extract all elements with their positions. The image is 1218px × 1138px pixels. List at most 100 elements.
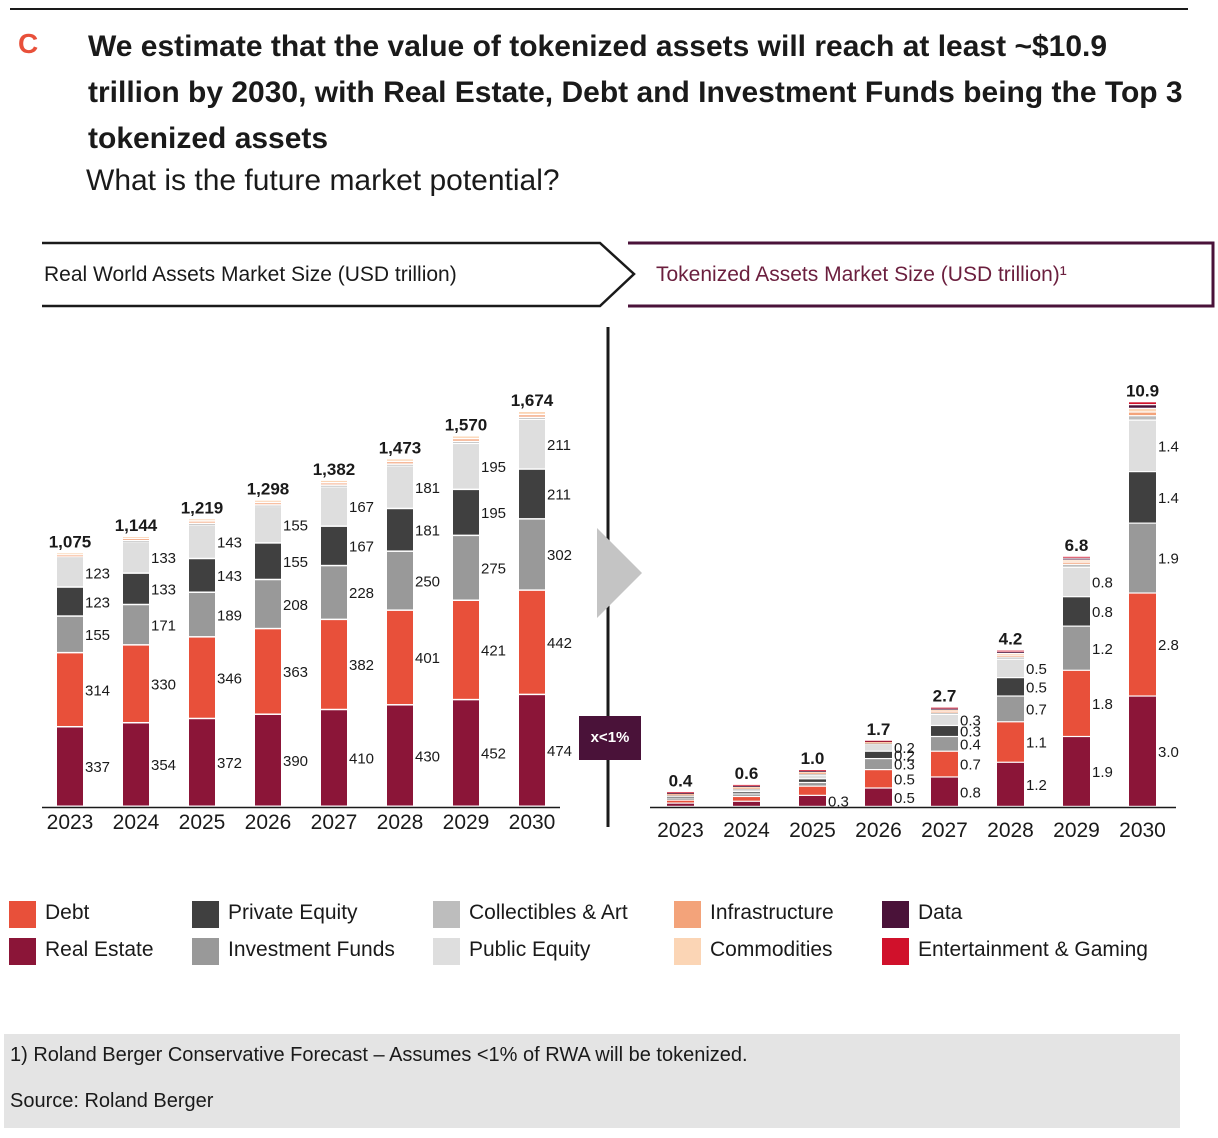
legend-swatch-private-equity [192, 901, 219, 928]
bar-segment-public-equity [519, 420, 545, 469]
bar-segment-public-equity [123, 542, 149, 573]
data-label: 1.1 [1026, 735, 1047, 752]
bar-segment-entertainment-gaming [931, 707, 958, 709]
bar-segment-collectibles-art [123, 541, 149, 543]
bar-segment-public-equity [667, 795, 694, 797]
bar-segment-private-equity [453, 490, 479, 535]
total-label: 10.9 [1126, 381, 1159, 400]
bar-segment-debt [1063, 670, 1090, 736]
bar-segment-commodities [519, 412, 545, 414]
data-label: 337 [85, 759, 110, 776]
bar-segment-investment-funds [667, 798, 694, 800]
total-label: 1,674 [511, 391, 554, 410]
bar-segment-commodities [931, 710, 958, 712]
total-label: 1,075 [49, 532, 92, 551]
x-tick-label: 2027 [921, 819, 968, 842]
bar-segment-investment-funds [387, 551, 413, 610]
legend-label-collectibles-art: Collectibles & Art [469, 901, 628, 924]
bar-segment-public-equity [321, 487, 347, 526]
data-label: 0.5 [1026, 661, 1047, 678]
bar-segment-public-equity [997, 659, 1024, 678]
data-label: 302 [547, 547, 572, 564]
tokenized-bar-chart: 0.420230.620240.31.020250.50.50.30.20.21… [650, 381, 1179, 842]
data-label: 0.2 [894, 747, 915, 764]
data-label: 0.3 [960, 724, 981, 741]
bar-segment-collectibles-art [1129, 416, 1156, 420]
data-label: 133 [151, 582, 176, 599]
bar-segment-infrastructure [865, 742, 892, 744]
bar-segment-private-equity [123, 573, 149, 604]
legend-swatch-real-estate [9, 938, 36, 965]
source-text: Source: Roland Berger [10, 1090, 214, 1112]
bar-segment-entertainment-gaming [1063, 556, 1090, 558]
bar-segment-real-estate [1129, 696, 1156, 806]
data-label: 1.2 [1092, 641, 1113, 658]
bar-segment-commodities [189, 519, 215, 521]
bar-segment-commodities [57, 553, 83, 555]
bar-segment-data [1063, 558, 1090, 560]
data-label: 0.8 [960, 784, 981, 801]
bar-segment-private-equity [519, 469, 545, 519]
rwa-banner-arrow [42, 241, 636, 308]
data-label: 3.0 [1158, 744, 1179, 761]
total-label: 1,570 [445, 416, 488, 435]
bar-segment-debt [255, 629, 281, 714]
data-label: 452 [481, 746, 506, 763]
bar-segment-collectibles-art [453, 442, 479, 444]
legend-label-commodities: Commodities [710, 938, 833, 961]
bar-segment-public-equity [733, 790, 760, 792]
bar-segment-private-equity [387, 509, 413, 551]
total-label: 0.6 [735, 764, 759, 783]
footnote-text: 1) Roland Berger Conservative Forecast –… [10, 1044, 748, 1066]
bar-segment-infrastructure [1063, 562, 1090, 564]
bar-segment-commodities [865, 741, 892, 743]
total-label: 1,382 [313, 460, 356, 479]
data-label: 143 [217, 534, 242, 551]
legend-label-debt: Debt [45, 901, 90, 924]
legend-label-data: Data [918, 901, 963, 924]
bar-segment-infrastructure [57, 555, 83, 557]
data-label: 208 [283, 597, 308, 614]
data-label: 211 [547, 437, 571, 454]
bar-segment-public-equity [931, 715, 958, 725]
data-label: 372 [217, 755, 242, 772]
total-label: 1.7 [867, 720, 891, 739]
bar-segment-debt [123, 645, 149, 722]
bar-segment-private-equity [799, 779, 826, 782]
bar-segment-debt [387, 610, 413, 705]
data-label: 0.7 [960, 757, 981, 774]
data-label: 390 [283, 753, 308, 770]
data-label: 0.3 [894, 757, 915, 774]
bar-segment-investment-funds [519, 519, 545, 590]
legend-swatch-infrastructure [674, 901, 701, 928]
bar-segment-investment-funds [1063, 626, 1090, 670]
data-label: 133 [151, 550, 176, 567]
bar-segment-commodities [667, 793, 694, 795]
top-rule [10, 8, 1188, 10]
bar-segment-infrastructure [189, 521, 215, 523]
bar-segment-entertainment-gaming [997, 650, 1024, 652]
bar-segment-collectibles-art [865, 743, 892, 745]
data-label: 211 [547, 487, 571, 504]
bar-segment-infrastructure [667, 794, 694, 796]
bar-segment-commodities [1129, 408, 1156, 412]
bar-segment-infrastructure [123, 539, 149, 540]
data-label: 430 [415, 748, 440, 765]
bar-segment-entertainment-gaming [865, 740, 892, 742]
bar-segment-private-equity [997, 678, 1024, 696]
bar-segment-private-equity [1063, 597, 1090, 626]
data-label: 354 [151, 757, 176, 774]
bar-segment-real-estate [123, 723, 149, 806]
bar-segment-commodities [321, 480, 347, 482]
total-label: 0.4 [669, 771, 693, 790]
bar-segment-infrastructure [733, 787, 760, 789]
bar-segment-debt [667, 800, 694, 803]
bar-segment-private-equity [57, 587, 83, 616]
bar-segment-infrastructure [997, 655, 1024, 657]
rwa-banner-title: Real World Assets Market Size (USD trill… [44, 263, 457, 286]
bar-segment-real-estate [453, 700, 479, 806]
data-label: 0.7 [1026, 702, 1047, 719]
legend-label-real-estate: Real Estate [45, 938, 154, 961]
legend-label-investment-funds: Investment Funds [228, 938, 395, 961]
subheadline: What is the future market potential? [86, 164, 560, 197]
